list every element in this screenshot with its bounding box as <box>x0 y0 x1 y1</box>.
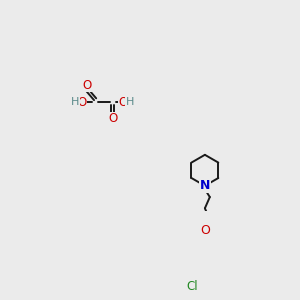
Text: H: H <box>71 97 80 107</box>
Text: H: H <box>125 97 134 107</box>
Text: O: O <box>200 224 210 237</box>
Text: Cl: Cl <box>186 280 198 293</box>
Text: O: O <box>108 112 117 125</box>
Text: N: N <box>200 179 210 192</box>
Text: O: O <box>77 95 86 109</box>
Text: O: O <box>82 79 91 92</box>
Text: O: O <box>118 95 128 109</box>
